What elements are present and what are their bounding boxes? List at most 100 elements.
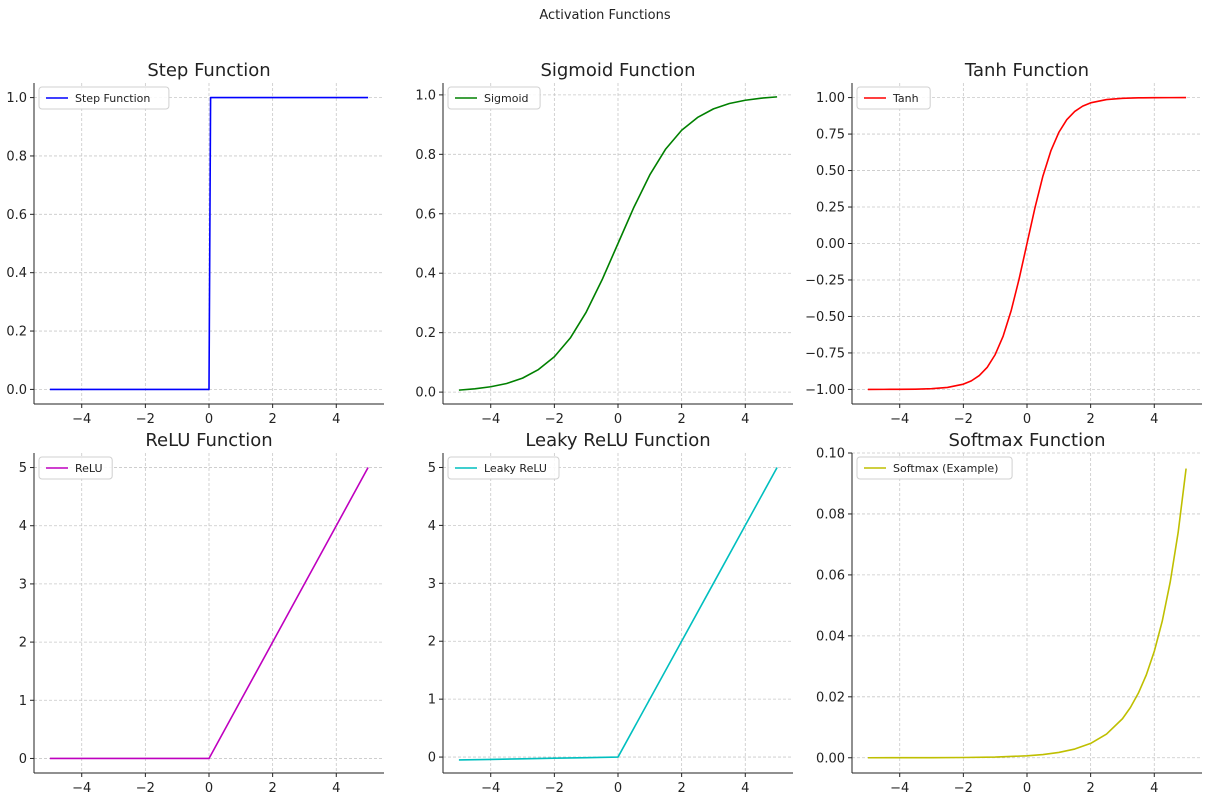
y-tick-label: 1.0 — [6, 91, 27, 106]
x-tick-label: −2 — [136, 781, 155, 796]
legend-box — [38, 456, 113, 480]
y-tick-label: 2 — [19, 636, 27, 651]
subplot-4: −4 −2 0 2 4 0 1 2 3 4 5 ReLU Function ReLU — [19, 430, 384, 796]
subplot-title: Leaky ReLU Function — [525, 430, 710, 451]
legend: Tanh — [856, 86, 931, 110]
x-tick-label: −2 — [136, 412, 155, 427]
x-tick-label: 0 — [205, 412, 213, 427]
x-tick-label: 0 — [614, 412, 622, 427]
x-tick-label: −2 — [954, 781, 973, 796]
x-tick-label: 0 — [205, 781, 213, 796]
y-tick-label: 0.8 — [415, 148, 436, 163]
x-tick-label: 0 — [614, 781, 622, 796]
x-tick-label: 4 — [741, 412, 749, 427]
legend: Step Function — [38, 86, 170, 110]
y-tick-label: 5 — [428, 461, 436, 476]
y-tick-label: 0.4 — [415, 267, 436, 282]
x-tick-label: −2 — [545, 412, 564, 427]
y-tick-label: −0.75 — [805, 346, 845, 361]
legend-box — [856, 456, 1013, 480]
subplot-6: −4 −2 0 2 4 0.00 0.02 0.04 0.06 0.08 0.10 Softmax F… — [816, 430, 1202, 796]
x-tick-label: 0 — [1023, 412, 1031, 427]
legend-box — [38, 86, 170, 110]
series-line-1 — [458, 96, 778, 391]
subplot-3: −4 −2 0 2 4 −1.00 −0.75 −0.50 −0.25 0.00 0.25 0.50 0… — [805, 60, 1202, 427]
legend-label: Tanh — [892, 92, 919, 105]
series-line-1 — [867, 468, 1187, 759]
y-tick-label: 1.00 — [816, 91, 845, 106]
x-tick-label: 2 — [1086, 412, 1094, 427]
x-tick-label: 2 — [677, 412, 685, 427]
y-tick-label: 4 — [19, 519, 27, 534]
x-tick-label: −4 — [72, 412, 91, 427]
y-tick-label: 0.75 — [816, 128, 845, 143]
y-tick-label: 0.25 — [816, 201, 845, 216]
y-tick-label: 0.2 — [415, 326, 436, 341]
legend-label: Step Function — [75, 92, 150, 105]
y-tick-label: 0.6 — [6, 208, 27, 223]
x-tick-label: 4 — [741, 781, 749, 796]
legend: Softmax (Example) — [856, 456, 1013, 480]
y-tick-label: −1.00 — [805, 383, 845, 398]
y-tick-label: 1.0 — [415, 88, 436, 103]
y-tick-label: 0.00 — [816, 751, 845, 766]
legend-label: Leaky ReLU — [484, 462, 547, 475]
y-tick-label: 0.2 — [6, 325, 27, 340]
x-tick-label: 4 — [332, 781, 340, 796]
x-tick-label: 2 — [1086, 781, 1094, 796]
y-tick-label: 0.10 — [816, 447, 845, 462]
y-tick-label: 1 — [19, 694, 27, 709]
y-tick-label: 0.50 — [816, 164, 845, 179]
legend-box — [447, 86, 541, 110]
y-tick-label: 0 — [428, 751, 436, 766]
x-tick-label: 2 — [677, 781, 685, 796]
y-tick-label: 5 — [19, 461, 27, 476]
y-tick-label: 0.8 — [6, 149, 27, 164]
x-tick-label: −2 — [545, 781, 564, 796]
x-tick-label: 0 — [1023, 781, 1031, 796]
y-tick-label: 0.08 — [816, 507, 845, 522]
subplot-2: −4 −2 0 2 4 0.0 0.2 0.4 0.6 0.8 1.0 Sigmoid Functio… — [415, 60, 793, 427]
x-tick-label: 4 — [332, 412, 340, 427]
y-tick-label: 0.6 — [415, 207, 436, 222]
y-tick-label: 0.06 — [816, 568, 845, 583]
y-tick-label: 0.02 — [816, 690, 845, 705]
legend-box — [447, 456, 560, 480]
subplot-1: −4 −2 0 2 4 0.0 0.2 0.4 0.6 0.8 1.0 Step Function St… — [6, 60, 384, 427]
y-tick-label: 1 — [428, 693, 436, 708]
y-tick-label: 3 — [428, 577, 436, 592]
subplot-title: Step Function — [147, 60, 270, 81]
y-tick-label: 0.4 — [6, 266, 27, 281]
y-tick-label: 0.0 — [415, 386, 436, 401]
y-tick-label: 0 — [19, 752, 27, 767]
y-tick-label: 0.00 — [816, 237, 845, 252]
x-tick-label: −2 — [954, 412, 973, 427]
x-tick-label: −4 — [72, 781, 91, 796]
subplot-title: Tanh Function — [964, 60, 1089, 81]
y-tick-label: −0.25 — [805, 273, 845, 288]
figure-title: Activation Functions — [539, 8, 671, 23]
series-line-1 — [867, 96, 1187, 391]
legend-label: Sigmoid — [484, 92, 529, 105]
subplot-5: −4 −2 0 2 4 0 1 2 3 4 5 Leaky ReLU Function Leaky Re… — [428, 430, 793, 796]
subplot-title: Softmax Function — [948, 430, 1105, 451]
y-tick-label: 4 — [428, 519, 436, 534]
x-tick-label: −4 — [481, 412, 500, 427]
x-tick-label: −4 — [481, 781, 500, 796]
y-tick-label: 3 — [19, 577, 27, 592]
legend: Sigmoid — [447, 86, 541, 110]
x-tick-label: −4 — [890, 412, 909, 427]
x-tick-label: 2 — [268, 781, 276, 796]
y-tick-label: −0.50 — [805, 310, 845, 325]
x-tick-label: 4 — [1150, 781, 1158, 796]
y-tick-label: 0.04 — [816, 629, 845, 644]
subplot-title: ReLU Function — [145, 430, 272, 451]
series-line-1 — [49, 467, 369, 760]
series-line-1 — [458, 467, 778, 761]
legend: Leaky ReLU — [447, 456, 560, 480]
x-tick-label: −4 — [890, 781, 909, 796]
x-tick-label: 2 — [268, 412, 276, 427]
legend-label: ReLU — [75, 462, 103, 475]
y-tick-label: 0.0 — [6, 383, 27, 398]
